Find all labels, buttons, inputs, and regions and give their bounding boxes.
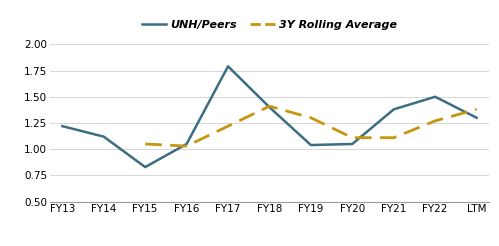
UNH/Peers	[474, 116, 480, 119]
3Y Rolling Average	[391, 136, 397, 139]
UNH/Peers	[266, 106, 272, 109]
3Y Rolling Average	[474, 108, 480, 111]
3Y Rolling Average	[432, 119, 438, 122]
3Y Rolling Average	[142, 142, 148, 145]
3Y Rolling Average	[349, 136, 355, 139]
UNH/Peers	[432, 95, 438, 98]
UNH/Peers	[349, 142, 355, 145]
3Y Rolling Average	[308, 116, 314, 119]
Legend: UNH/Peers, 3Y Rolling Average: UNH/Peers, 3Y Rolling Average	[137, 15, 402, 34]
UNH/Peers	[391, 108, 397, 111]
UNH/Peers	[142, 166, 148, 169]
Line: 3Y Rolling Average: 3Y Rolling Average	[145, 106, 477, 146]
Line: UNH/Peers: UNH/Peers	[62, 66, 477, 167]
3Y Rolling Average	[184, 145, 190, 148]
UNH/Peers	[59, 125, 65, 128]
UNH/Peers	[184, 142, 190, 145]
3Y Rolling Average	[266, 105, 272, 108]
UNH/Peers	[101, 135, 107, 138]
UNH/Peers	[308, 144, 314, 147]
UNH/Peers	[225, 65, 231, 68]
